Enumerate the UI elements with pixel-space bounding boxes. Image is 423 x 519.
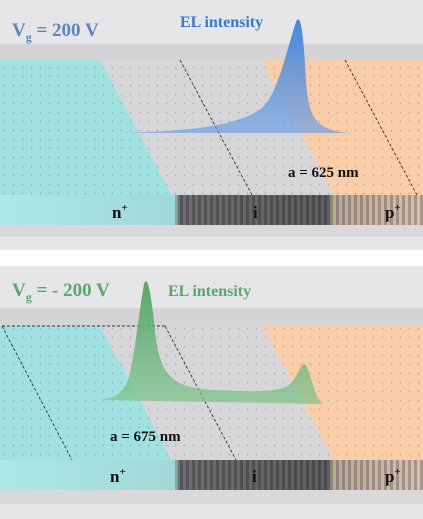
el-spectrum-peak	[100, 281, 323, 404]
region-n-label: n+	[110, 466, 126, 486]
side-trenches	[175, 460, 423, 490]
lattice-constant-label: a = 675 nm	[110, 429, 181, 445]
region-p-label: p+	[385, 202, 401, 222]
region-i-label: i	[252, 467, 257, 486]
el-spectrum-peak	[120, 19, 352, 134]
cavity-boundary-right	[344, 59, 418, 196]
slab-edge	[0, 308, 423, 326]
voltage-label: Vg = - 200 V	[12, 280, 110, 304]
panel-bottom: Vg = - 200 V EL intensity a = 675 nm n+ …	[0, 266, 423, 519]
slab-edge	[0, 44, 423, 60]
lattice-constant-label: a = 625 nm	[288, 165, 359, 181]
cavity-boundary-left	[1, 325, 73, 461]
el-intensity-label: EL intensity	[168, 283, 251, 300]
side-trenches	[175, 195, 423, 225]
substrate	[0, 225, 423, 237]
region-n-label: n+	[112, 202, 128, 222]
el-intensity-label: EL intensity	[180, 14, 263, 31]
panel-top: Vg = 200 V EL intensity a = 625 nm n+ i …	[0, 0, 423, 250]
substrate	[0, 490, 423, 504]
region-i-label: i	[253, 203, 258, 222]
voltage-label: Vg = 200 V	[12, 20, 99, 44]
region-p-label: p+	[385, 466, 401, 486]
